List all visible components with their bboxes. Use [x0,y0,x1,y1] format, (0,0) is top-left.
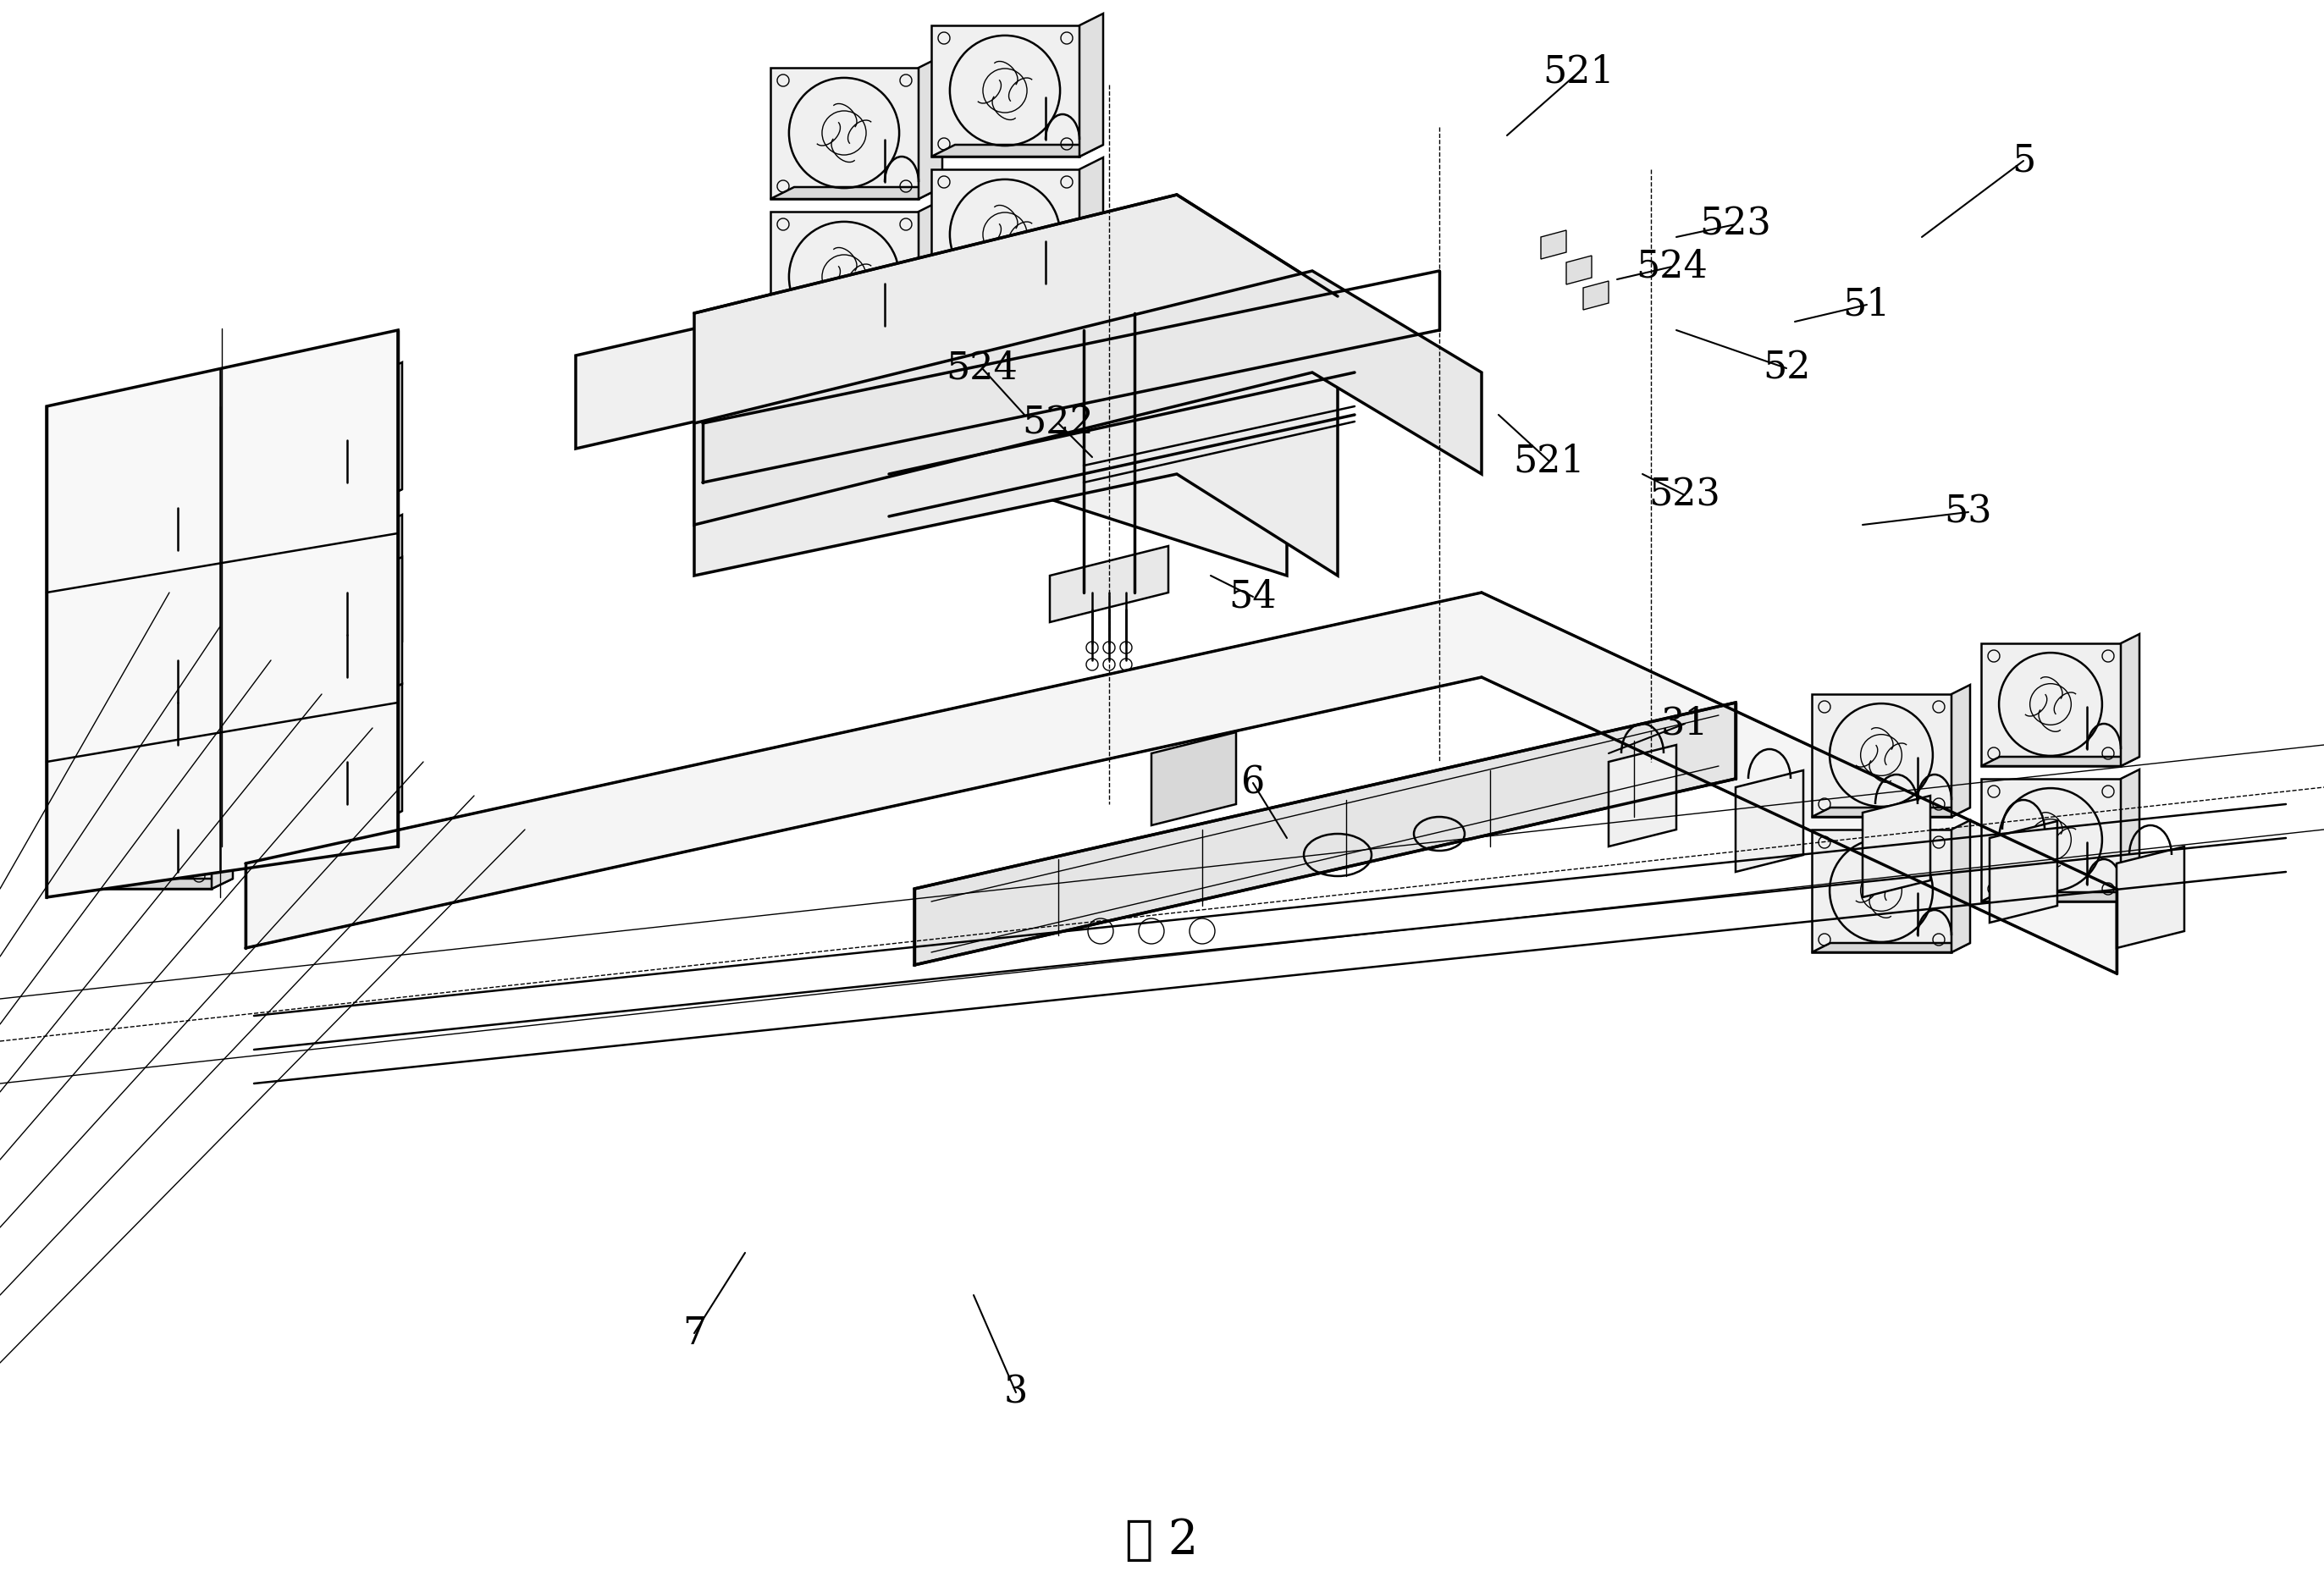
Polygon shape [1813,694,1952,816]
Polygon shape [246,592,2117,973]
Polygon shape [211,583,232,719]
Polygon shape [1980,643,2122,765]
Polygon shape [932,170,1078,300]
Text: 54: 54 [1229,578,1276,615]
Polygon shape [237,642,402,651]
Polygon shape [211,430,232,567]
Text: 523: 523 [1650,476,1720,513]
Polygon shape [237,811,402,821]
Polygon shape [1078,14,1104,157]
Polygon shape [1813,829,1952,953]
Polygon shape [695,272,1483,524]
Polygon shape [211,751,232,889]
Text: 51: 51 [1843,286,1892,322]
Polygon shape [1980,892,2140,902]
Polygon shape [237,373,381,499]
Polygon shape [67,440,211,567]
Polygon shape [381,557,402,694]
Polygon shape [1541,230,1566,259]
Polygon shape [381,684,402,821]
Polygon shape [1862,796,1931,897]
Polygon shape [237,684,402,694]
Text: 31: 31 [1662,705,1708,742]
Polygon shape [381,515,402,651]
Polygon shape [913,702,1736,966]
Polygon shape [932,25,1078,157]
Polygon shape [918,56,941,198]
Polygon shape [1050,546,1169,622]
Text: 523: 523 [1699,206,1771,243]
Text: 524: 524 [946,349,1018,386]
Polygon shape [1583,281,1608,310]
Polygon shape [1566,256,1592,284]
Polygon shape [1736,770,1803,872]
Text: 52: 52 [1762,349,1810,386]
Polygon shape [1813,808,1971,816]
Polygon shape [772,330,941,343]
Polygon shape [67,557,232,567]
Polygon shape [1813,943,1971,953]
Polygon shape [67,762,211,889]
Polygon shape [211,624,232,762]
Polygon shape [67,592,211,719]
Polygon shape [67,878,232,889]
Polygon shape [381,362,402,499]
Polygon shape [772,187,941,198]
Polygon shape [1952,821,1971,953]
Polygon shape [918,200,941,343]
Text: 53: 53 [1945,494,1992,530]
Polygon shape [1980,757,2140,765]
Text: 522: 522 [1023,405,1095,441]
Polygon shape [932,145,1104,157]
Polygon shape [237,694,381,821]
Text: 7: 7 [683,1315,706,1351]
Text: 5: 5 [2013,143,2036,179]
Polygon shape [237,489,402,499]
Polygon shape [67,751,232,762]
Polygon shape [67,710,232,719]
Text: 521: 521 [1513,443,1585,480]
Polygon shape [1608,745,1676,846]
Text: 521: 521 [1543,54,1615,91]
Polygon shape [2122,770,2140,902]
Polygon shape [932,289,1104,300]
Polygon shape [237,524,381,651]
Polygon shape [1952,684,1971,816]
Polygon shape [1980,778,2122,902]
Polygon shape [46,330,397,897]
Polygon shape [772,68,918,198]
Polygon shape [695,195,1339,575]
Polygon shape [576,313,1287,575]
Text: 图 2: 图 2 [1125,1518,1199,1564]
Polygon shape [772,211,918,343]
Text: 524: 524 [1636,248,1708,284]
Polygon shape [1150,732,1236,826]
Polygon shape [2122,634,2140,765]
Text: 6: 6 [1241,765,1264,802]
Polygon shape [1078,157,1104,300]
Polygon shape [2117,846,2185,948]
Text: 3: 3 [1004,1374,1027,1410]
Polygon shape [1989,821,2057,923]
Polygon shape [237,567,381,694]
Polygon shape [67,635,211,762]
